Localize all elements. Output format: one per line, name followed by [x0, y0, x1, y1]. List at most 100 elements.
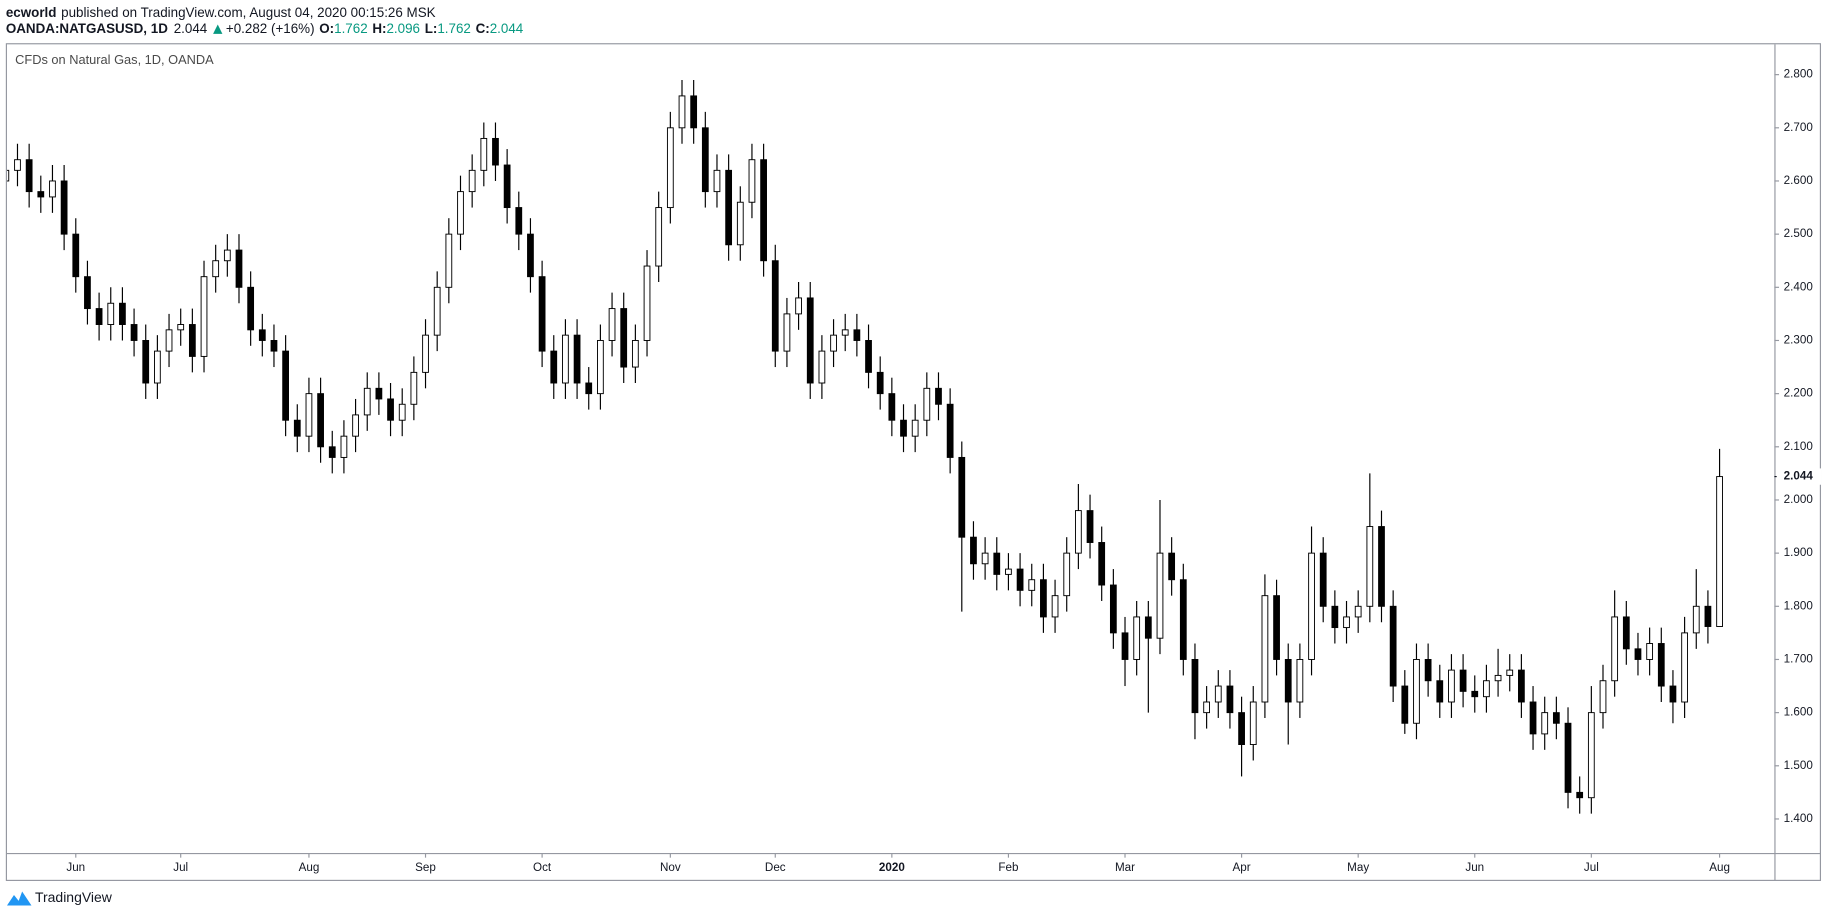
- candle-body: [958, 456, 966, 538]
- last-price-label: 2.044: [1784, 470, 1814, 483]
- open-value: 1.762: [334, 21, 368, 36]
- ohlc-label: L:: [425, 21, 438, 36]
- candle-body: [830, 334, 837, 352]
- candle-body: [725, 169, 733, 246]
- candle-body: [1646, 643, 1654, 660]
- candle-body: [1366, 526, 1374, 607]
- candle-body: [1261, 595, 1269, 703]
- candle-body: [363, 387, 371, 416]
- candle-body: [1074, 510, 1082, 554]
- candle-body: [107, 302, 115, 325]
- candle-body: [1226, 685, 1234, 714]
- candle-body: [84, 276, 91, 310]
- candle-body: [352, 414, 359, 437]
- candle-body: [1518, 669, 1525, 703]
- candle-body: [95, 308, 103, 325]
- candle-body: [1203, 701, 1211, 714]
- y-tick-label: 1.500: [1784, 759, 1814, 772]
- candle-body: [328, 446, 336, 458]
- candle-body: [736, 201, 744, 246]
- candle-body: [1273, 595, 1280, 660]
- author[interactable]: ecworld: [6, 4, 57, 19]
- candle-body: [223, 249, 231, 262]
- x-tick-label: Oct: [533, 861, 552, 874]
- candle-body: [1378, 526, 1385, 607]
- symbol-line: OANDA:NATGASUSD, 1D 2.044 +0.282 (+16%) O:1…: [6, 21, 524, 36]
- candle-body: [1308, 552, 1315, 660]
- chart-frame: [5, 43, 1822, 881]
- high-value: 2.096: [386, 21, 420, 36]
- candle-body: [608, 308, 616, 341]
- ohlc-label: H:: [372, 21, 386, 36]
- last-price: 2.044: [174, 21, 208, 36]
- x-tick-label: Dec: [765, 861, 786, 874]
- candle-body: [573, 334, 581, 384]
- axes: 1.400 1.500 1.600 1.700 1.800 1.900 2.000 2.100…: [66, 68, 1822, 874]
- candle-body: [935, 387, 942, 405]
- candle-body: [305, 393, 313, 437]
- candle-body: [631, 340, 639, 368]
- candle-body: [37, 191, 45, 198]
- candle-body: [1005, 568, 1012, 575]
- candle-body: [1109, 584, 1117, 634]
- candle-body: [713, 169, 721, 193]
- x-tick-label: Apr: [1233, 861, 1251, 874]
- candle-body: [1051, 595, 1059, 618]
- x-tick-label: Jun: [1465, 861, 1484, 874]
- candle-body: [1331, 605, 1339, 629]
- candle-body: [1413, 658, 1420, 724]
- x-tick-label: Jul: [173, 861, 188, 874]
- logo-icon: [6, 891, 32, 906]
- y-tick-label: 1.600: [1784, 706, 1814, 719]
- candle-body: [25, 159, 33, 193]
- candle-body: [1296, 658, 1304, 703]
- candle-body: [678, 95, 686, 129]
- candle-body: [620, 308, 628, 368]
- candle-body: [1506, 669, 1514, 676]
- candle-body: [1086, 510, 1094, 543]
- candle-body: [1716, 476, 1723, 627]
- candle-body: [177, 324, 185, 331]
- candle-body: [1028, 579, 1036, 591]
- candle-body: [550, 350, 558, 384]
- candle-body: [1611, 616, 1619, 682]
- candle-body: [119, 302, 126, 325]
- candle-body: [317, 393, 324, 448]
- candle-body: [1634, 648, 1642, 660]
- candle-body: [72, 233, 80, 278]
- candle-body: [806, 297, 814, 384]
- candle-body: [1448, 669, 1455, 703]
- candle-body: [1483, 680, 1490, 698]
- candle-body: [1576, 791, 1584, 799]
- low-value: 1.762: [437, 21, 471, 36]
- y-tick-label: 2.200: [1784, 387, 1814, 400]
- y-tick-label: 1.400: [1784, 812, 1814, 825]
- candle-body: [1179, 579, 1187, 660]
- symbol[interactable]: OANDA:NATGASUSD, 1D: [6, 21, 168, 36]
- candle-body: [1529, 701, 1537, 735]
- candle-body: [760, 159, 767, 262]
- y-tick-label: 2.000: [1784, 493, 1814, 506]
- candle-body: [1284, 658, 1292, 703]
- candle-body: [1168, 552, 1176, 581]
- plot-area: [6, 79, 1723, 814]
- candle-body: [946, 403, 954, 458]
- candle-body: [165, 329, 173, 352]
- candle-body: [375, 387, 383, 400]
- candle-body: [212, 260, 220, 278]
- candle-body: [1436, 680, 1444, 703]
- x-tick-label: Sep: [415, 861, 436, 874]
- tradingview-logo[interactable]: TradingView: [6, 889, 113, 906]
- candle-body: [841, 329, 849, 336]
- last-price-bg: [1776, 468, 1822, 485]
- candle-body: [1238, 712, 1245, 745]
- candle-body: [1657, 643, 1665, 687]
- candle-body: [340, 435, 348, 458]
- candle-body: [1133, 616, 1141, 660]
- candle-body: [130, 324, 138, 341]
- y-tick-label: 1.700: [1784, 653, 1814, 666]
- y-tick-label: 1.900: [1784, 546, 1814, 559]
- candle-body: [1016, 568, 1024, 591]
- y-tick-label: 2.300: [1784, 334, 1814, 347]
